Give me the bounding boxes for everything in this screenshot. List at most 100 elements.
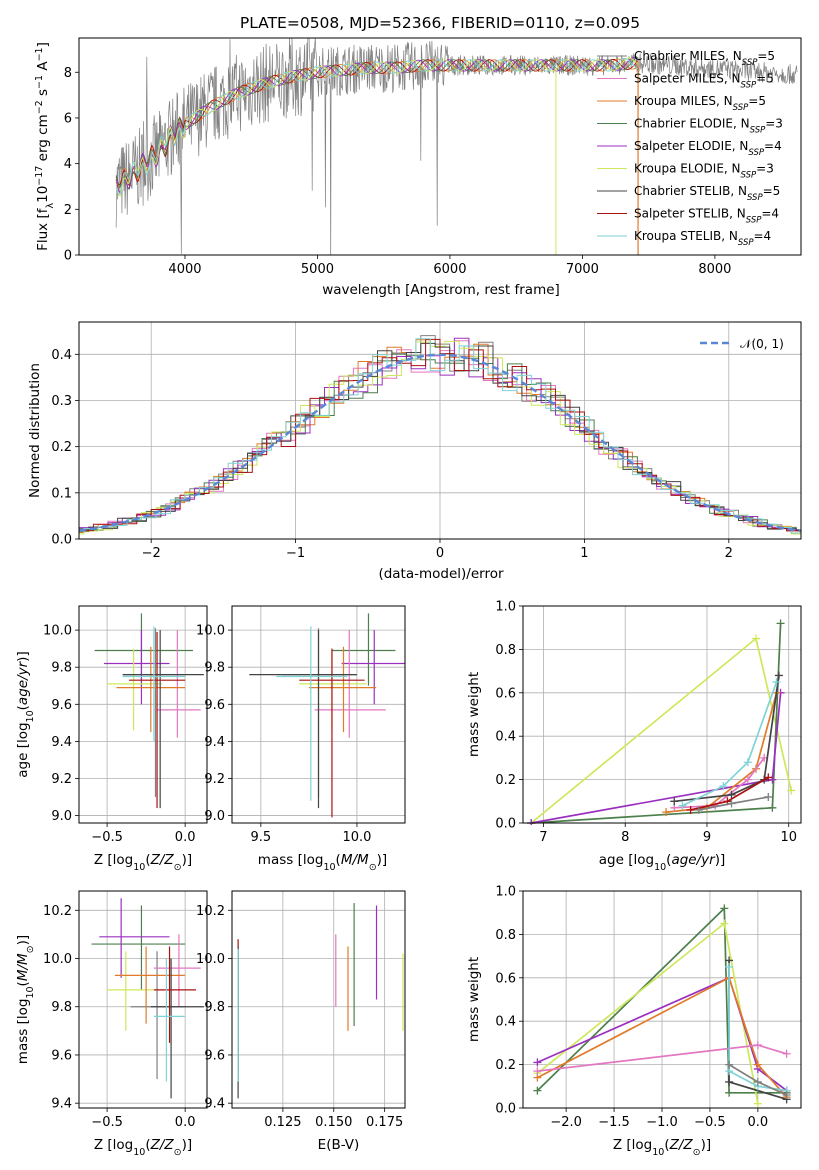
- y-tick-label: 0.1: [51, 486, 72, 501]
- y-tick-label: 9.8: [204, 661, 225, 676]
- spectrum-model-line: [115, 58, 639, 187]
- y-tick-label: 9.0: [204, 809, 225, 824]
- y-tick-label: 0.2: [495, 773, 516, 788]
- weight-point-marker: [768, 803, 777, 812]
- weight-point-marker: [533, 1067, 542, 1076]
- axes-frame: [78, 605, 208, 824]
- legend-entry: Salpeter ELODIE, NSSP=4: [634, 139, 782, 158]
- weight-point-marker: [753, 1060, 762, 1069]
- y-tick-label: 9.0: [51, 809, 72, 824]
- weight-point-marker: [725, 1077, 734, 1086]
- y-tick-label: 9.4: [51, 735, 72, 750]
- weight-point-marker: [719, 782, 728, 791]
- spectrum-legend: Chabrier MILES, NSSP=5 Salpeter MILES, NS…: [597, 49, 783, 248]
- residual-histogram-line: [79, 339, 801, 534]
- mass-vs-z-chart: −0.5 0.0 9.4 9.6 9.8 10.0 10.2 Z [log10(Z/Z⊙)] m…: [15, 890, 208, 1158]
- y-tick-label: 10.0: [196, 952, 225, 967]
- x-tick-label: 7000: [566, 262, 599, 277]
- axes-frame: [231, 890, 406, 1109]
- legend-entry: Kroupa MILES, NSSP=5: [634, 94, 766, 113]
- y-tick-label: 0.4: [495, 730, 516, 745]
- y-axis-label: Flux [fλ10−17 erg cm−2 s−1 A−1]: [34, 42, 56, 251]
- weight-point-marker: [670, 797, 679, 806]
- x-tick-label: 8: [621, 830, 629, 845]
- y-tick-label: 10.2: [43, 904, 72, 919]
- y-tick-label: 0: [64, 249, 72, 264]
- y-tick-label: 0.2: [495, 1058, 516, 1073]
- weight-point-marker: [725, 1060, 734, 1069]
- weight-line: [531, 692, 782, 824]
- x-tick-label: −0.5: [694, 1115, 726, 1130]
- weight-point-marker: [686, 805, 695, 814]
- weight-point-marker: [774, 671, 783, 680]
- spectrum-model-line: [115, 57, 639, 197]
- weight-point-marker: [743, 758, 752, 767]
- weight-point-marker: [768, 775, 777, 784]
- legend-entry: Chabrier ELODIE, NSSP=3: [634, 117, 783, 136]
- axes-frame: [78, 37, 802, 256]
- axes-frame: [522, 890, 802, 1109]
- spectrum-model-line: [115, 57, 639, 194]
- weight-point-marker: [694, 805, 703, 814]
- y-tick-label: 9.4: [204, 735, 225, 750]
- weight-line: [682, 681, 778, 807]
- x-tick-label: 4000: [168, 262, 201, 277]
- weight-point-marker: [533, 1058, 542, 1067]
- x-tick-label: 2: [725, 546, 733, 561]
- weight-line: [674, 675, 780, 803]
- y-tick-label: 0.8: [495, 928, 516, 943]
- x-axis-label: Z [log10(Z/Z⊙)]: [94, 852, 192, 873]
- x-tick-label: 9: [703, 830, 711, 845]
- axes-frame: [522, 605, 802, 824]
- weight-point-marker: [772, 677, 781, 686]
- spectrum-data-line: [115, 38, 798, 255]
- weight-point-marker: [678, 801, 687, 810]
- y-tick-label: 9.6: [204, 698, 225, 713]
- y-tick-label: 0.6: [495, 686, 516, 701]
- y-tick-label: 9.8: [51, 1000, 72, 1015]
- x-tick-label: 6000: [433, 262, 466, 277]
- y-tick-label: 9.2: [51, 772, 72, 787]
- y-tick-label: 0.6: [495, 971, 516, 986]
- weight-point-marker: [753, 1041, 762, 1050]
- x-axis-label: wavelength [Angstrom, rest frame]: [322, 282, 560, 298]
- weight-point-marker: [776, 619, 785, 628]
- y-tick-label: 9.8: [204, 1000, 225, 1015]
- x-axis-label: Z [log10(Z/Z⊙)]: [613, 1137, 711, 1158]
- axes-frame: [78, 321, 802, 540]
- y-tick-label: 9.6: [51, 1048, 72, 1063]
- weight-line: [536, 906, 787, 1094]
- legend-entry: Kroupa STELIB, NSSP=4: [634, 229, 771, 248]
- spectrum-model-line: [115, 57, 639, 196]
- x-axis-label: Z [log10(Z/Z⊙)]: [94, 1137, 192, 1158]
- y-tick-label: 9.8: [51, 661, 72, 676]
- legend-entry: Salpeter STELIB, NSSP=4: [634, 207, 779, 226]
- y-tick-label: 1.0: [495, 600, 516, 615]
- weight-point-marker: [782, 1049, 791, 1058]
- y-tick-label: 0.8: [495, 643, 516, 658]
- weight-vs-z-chart: −2.0 −1.5 −1.0 −0.5 0.0 0.0 0.2 0.4 0.6 0.8 1.0 Z […: [466, 885, 802, 1158]
- x-tick-label: 0.175: [366, 1115, 403, 1130]
- x-tick-label: 8000: [698, 262, 731, 277]
- y-tick-label: 2: [64, 203, 72, 218]
- figure-title: PLATE=0508, MJD=52366, FIBERID=0110, z=0…: [240, 14, 640, 32]
- y-axis-label: mass weight: [466, 672, 482, 757]
- legend-entry: Chabrier STELIB, NSSP=5: [634, 184, 780, 203]
- y-tick-label: 10.0: [43, 952, 72, 967]
- weight-point-marker: [725, 962, 734, 971]
- x-axis-label: mass [log10(M/M⊙)]: [258, 852, 387, 873]
- weight-point-marker: [662, 808, 671, 817]
- weight-point-marker: [720, 904, 729, 913]
- x-tick-label: 0.0: [748, 1115, 769, 1130]
- weight-point-marker: [787, 786, 796, 795]
- y-tick-label: 0.0: [51, 533, 72, 548]
- normal-curve: [79, 353, 801, 533]
- x-tick-label: 0.125: [264, 1115, 301, 1130]
- y-tick-label: 0.4: [51, 348, 72, 363]
- charts-layer: 4000 5000 6000 7000 8000 0 2 4 6 8 Chabrier MILES,…: [15, 37, 802, 1158]
- x-tick-label: 0.0: [175, 1115, 196, 1130]
- x-tick-label: 10: [780, 830, 797, 845]
- spectrum-lines: [115, 38, 798, 255]
- x-tick-label: 5000: [301, 262, 334, 277]
- y-tick-label: 10.2: [196, 904, 225, 919]
